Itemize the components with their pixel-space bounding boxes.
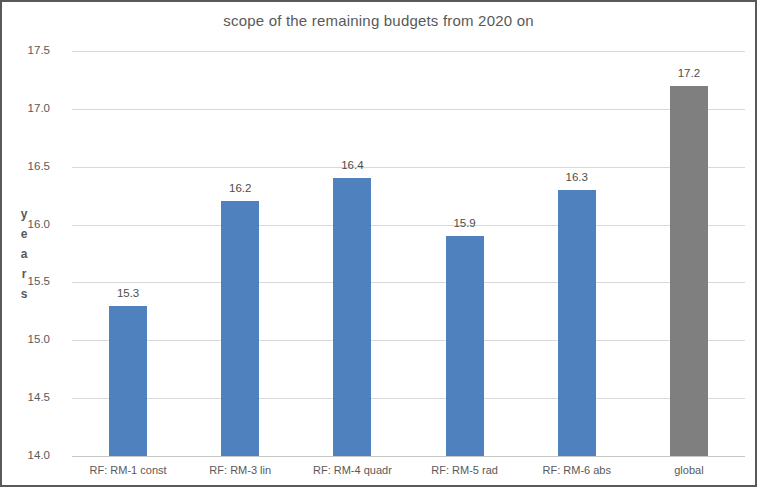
- x-category-label: RF: RM-5 rad: [409, 464, 521, 476]
- bar-rf-rm-1-const: [109, 306, 147, 456]
- bar-chart: scope of the remaining budgets from 2020…: [0, 0, 757, 487]
- bar-rf-rm-3-lin: [221, 201, 259, 456]
- gridline: [72, 282, 745, 283]
- y-tick-label: 17.5: [2, 44, 50, 56]
- y-tick-label: 15.0: [2, 333, 50, 345]
- gridline: [72, 167, 745, 168]
- x-category-label: RF: RM-6 abs: [521, 464, 633, 476]
- bar-value-label: 16.3: [547, 171, 607, 183]
- gridline: [72, 340, 745, 341]
- bar-global: [670, 86, 708, 456]
- gridline: [72, 225, 745, 226]
- x-category-label: global: [633, 464, 745, 476]
- bar-value-label: 15.3: [98, 287, 158, 299]
- gridline: [72, 109, 745, 110]
- bar-value-label: 15.9: [435, 217, 495, 229]
- x-axis-line: [72, 456, 745, 457]
- bar-rf-rm-4-quadr: [333, 178, 371, 456]
- y-tick-label: 17.0: [2, 102, 50, 114]
- x-category-label: RF: RM-1 const: [72, 464, 184, 476]
- y-tick-label: 16.0: [2, 218, 50, 230]
- y-tick-label: 14.0: [2, 449, 50, 461]
- y-tick-label: 15.5: [2, 275, 50, 287]
- bar-value-label: 17.2: [659, 67, 719, 79]
- gridline: [72, 51, 745, 52]
- chart-title: scope of the remaining budgets from 2020…: [2, 12, 755, 29]
- x-category-label: RF: RM-3 lin: [184, 464, 296, 476]
- y-tick-label: 16.5: [2, 160, 50, 172]
- bar-value-label: 16.2: [210, 182, 270, 194]
- x-category-label: RF: RM-4 quadr: [296, 464, 408, 476]
- y-tick-label: 14.5: [2, 391, 50, 403]
- bar-rf-rm-6-abs: [558, 190, 596, 456]
- bar-value-label: 16.4: [322, 159, 382, 171]
- gridline: [72, 398, 745, 399]
- bar-rf-rm-5-rad: [446, 236, 484, 456]
